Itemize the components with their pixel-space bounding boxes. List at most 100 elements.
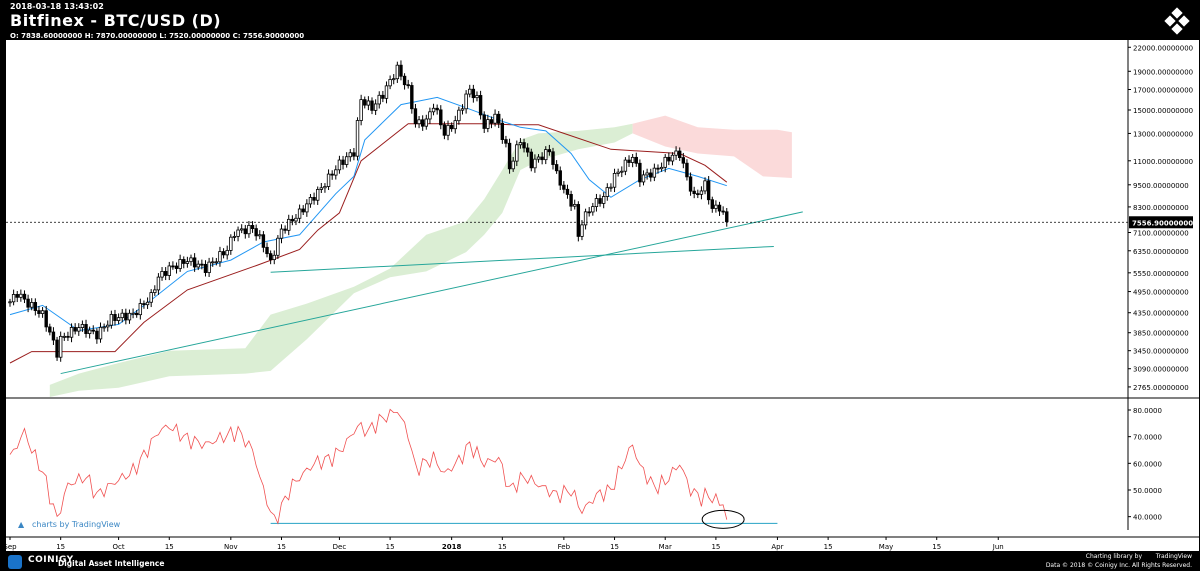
tradingview-watermark[interactable]: ▲ charts by TradingView [18, 520, 121, 529]
candle-body [583, 211, 588, 226]
candle-body [84, 324, 88, 334]
candle-body [576, 204, 581, 237]
candle [667, 152, 671, 166]
candle [109, 310, 114, 329]
candle [558, 166, 562, 191]
candle-body [77, 327, 81, 332]
candle-body [468, 88, 472, 95]
candle [670, 152, 675, 166]
candle-body [612, 173, 617, 188]
candle-body [51, 331, 56, 341]
candle [102, 323, 106, 332]
candle-body [692, 190, 696, 195]
candle [323, 183, 327, 193]
candle-body [685, 162, 689, 178]
candle [348, 149, 352, 162]
x-tick-label: 15 [277, 543, 286, 551]
candle [106, 320, 110, 332]
candle [355, 117, 360, 161]
candle [388, 75, 392, 90]
candle-body [80, 324, 85, 328]
x-tick-label: 15 [386, 543, 395, 551]
candle [26, 294, 30, 313]
candle [482, 111, 486, 134]
tradingview-credit[interactable]: TradingView [1155, 553, 1192, 560]
candle-body [15, 294, 19, 298]
candle [381, 90, 385, 103]
y-tick-label: 9500.00000000 [1133, 182, 1189, 190]
candle [167, 261, 171, 281]
candle [515, 140, 519, 167]
candle [62, 332, 66, 341]
rsi-y-tick-label: 40.0000 [1133, 514, 1162, 522]
y-tick-label: 4950.00000000 [1133, 289, 1189, 297]
candle [420, 115, 425, 131]
candle [663, 154, 667, 173]
candle-body [721, 210, 725, 213]
candle-body [417, 119, 421, 125]
candle-body [634, 156, 638, 164]
candle-body [442, 124, 447, 136]
candle [569, 190, 573, 211]
y-tick-label: 17000.00000000 [1133, 87, 1193, 95]
candle-body [627, 159, 631, 163]
candle-body [91, 329, 95, 332]
candle-body [308, 197, 313, 205]
y-tick-label: 13000.00000000 [1133, 130, 1193, 138]
candle [326, 169, 331, 190]
candle [533, 154, 537, 173]
candle-body [229, 236, 233, 251]
candle-body [573, 204, 577, 207]
candle [91, 325, 95, 335]
candle [370, 97, 374, 115]
trendline-1 [60, 211, 803, 375]
candle-body [725, 211, 729, 223]
candle [276, 235, 280, 260]
candle [178, 254, 182, 272]
candle [225, 245, 229, 260]
candle [573, 199, 577, 210]
y-tick-label: 15000.00000000 [1133, 107, 1193, 115]
candle [591, 202, 595, 216]
candle-body [696, 193, 700, 196]
candle-body [22, 293, 27, 300]
candle-body [688, 176, 693, 192]
x-tick-label: Jun [992, 543, 1004, 551]
candle-body [160, 271, 164, 278]
candle [373, 99, 378, 115]
price-pane [6, 60, 1128, 397]
candle [623, 157, 628, 176]
candle [19, 289, 23, 302]
candle-body [641, 174, 646, 183]
candle [218, 246, 222, 267]
candle-body [116, 317, 121, 321]
candle [185, 256, 190, 268]
candle-body [297, 208, 302, 219]
candle [688, 172, 693, 196]
candle-body [341, 159, 345, 165]
candle-body [674, 150, 678, 156]
candle [156, 273, 161, 295]
candle-body [207, 261, 211, 273]
candle-body [410, 85, 414, 110]
candle [138, 298, 143, 320]
candle [544, 146, 548, 165]
candle [37, 305, 41, 318]
candle-body [439, 109, 443, 126]
chart-area[interactable]: 22000.00000000 19000.00000000 17000.000000… [0, 40, 1200, 552]
candle [656, 164, 660, 174]
candle [287, 214, 291, 236]
candle-body [225, 250, 229, 256]
coinigy-mark-icon [8, 555, 22, 569]
candle [229, 234, 233, 255]
candle [344, 152, 349, 168]
candle [649, 168, 653, 182]
candle-body [348, 152, 352, 158]
brand-tagline: Digital Asset Intelligence [58, 559, 165, 568]
ohlc-readout: O: 7838.60000000 H: 7870.00000000 L: 752… [10, 32, 305, 40]
rsi-y-tick-label: 60.0000 [1133, 460, 1162, 468]
candle-body [294, 217, 298, 222]
candle [706, 176, 711, 205]
candle-body [569, 194, 573, 207]
kijun-sen-line [9, 123, 728, 364]
